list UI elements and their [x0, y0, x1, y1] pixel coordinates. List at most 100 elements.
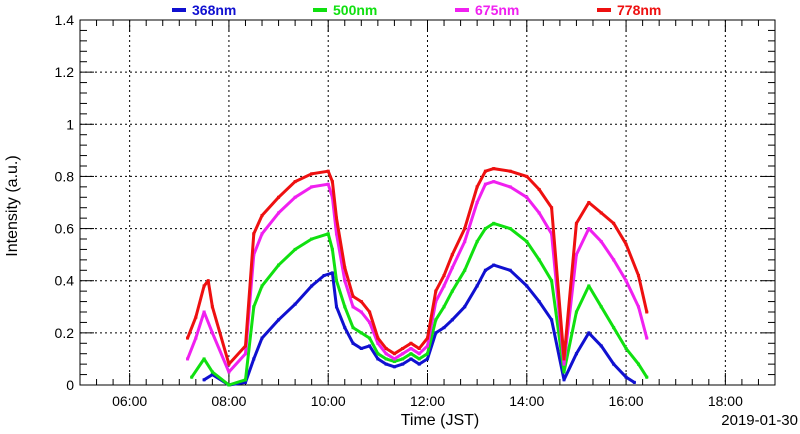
series-line	[186, 167, 649, 366]
data-point	[463, 268, 467, 272]
data-point	[475, 201, 479, 204]
data-point	[334, 216, 338, 220]
data-point	[392, 357, 396, 361]
data-point	[252, 357, 256, 361]
data-point	[343, 326, 347, 330]
data-point	[525, 284, 529, 288]
data-point	[599, 344, 603, 348]
x-tick-label: 10:00	[311, 393, 346, 409]
data-point	[401, 357, 405, 361]
data-point	[351, 294, 355, 298]
data-point	[384, 362, 388, 366]
data-point	[508, 185, 512, 189]
data-point	[376, 341, 380, 345]
x-tick-label: 16:00	[609, 393, 644, 409]
grid-lines	[80, 20, 775, 385]
data-point	[636, 305, 640, 309]
data-point	[612, 362, 616, 366]
data-point	[334, 305, 338, 309]
data-point	[326, 169, 330, 173]
data-point	[550, 318, 554, 322]
data-point	[322, 274, 326, 277]
data-point	[343, 305, 347, 309]
data-point	[537, 258, 541, 262]
data-point	[463, 305, 467, 309]
data-point	[612, 326, 616, 330]
data-point	[624, 375, 628, 379]
legend-label: 368nm	[192, 2, 236, 18]
data-point	[409, 341, 413, 345]
data-point	[537, 300, 541, 304]
data-point	[277, 211, 281, 215]
data-point	[243, 344, 247, 348]
data-point	[202, 378, 206, 382]
data-point	[508, 227, 512, 231]
data-point	[508, 169, 512, 173]
data-point	[442, 326, 446, 330]
y-tick-label: 0.6	[55, 221, 75, 237]
data-point	[483, 268, 487, 272]
data-point	[409, 357, 413, 361]
data-point	[277, 263, 281, 267]
data-point	[409, 352, 413, 356]
data-point	[310, 284, 314, 288]
data-point	[434, 331, 438, 335]
data-point	[343, 266, 347, 270]
data-point	[186, 357, 190, 361]
data-point	[525, 174, 529, 178]
data-point	[645, 336, 649, 340]
data-point	[612, 258, 616, 262]
data-point	[260, 214, 264, 218]
data-point	[483, 227, 487, 231]
data-point	[330, 271, 334, 275]
data-point	[483, 182, 487, 186]
data-point	[492, 180, 496, 184]
data-point	[645, 375, 649, 379]
data-point	[624, 279, 628, 283]
data-point	[587, 284, 591, 288]
legend: 368nm 500nm 675nm 778nm	[172, 2, 661, 18]
data-point	[463, 227, 467, 231]
data-point	[384, 357, 388, 361]
data-point	[426, 352, 429, 356]
data-point	[392, 352, 396, 356]
data-point	[202, 284, 206, 288]
data-point	[417, 362, 421, 366]
data-point	[450, 253, 454, 257]
data-point	[574, 310, 578, 314]
data-point	[463, 240, 467, 244]
legend-label: 778nm	[617, 2, 661, 18]
data-point	[310, 172, 314, 176]
data-point	[574, 253, 578, 257]
data-point	[202, 357, 206, 361]
data-point	[574, 352, 578, 356]
data-point	[368, 310, 372, 314]
data-point	[636, 274, 640, 277]
data-point	[645, 310, 649, 314]
data-point	[537, 187, 541, 191]
data-point	[483, 169, 487, 173]
data-point	[260, 284, 264, 288]
data-point	[351, 341, 355, 345]
data-point	[475, 185, 479, 189]
data-point	[492, 167, 496, 171]
data-point	[450, 266, 454, 270]
data-point	[612, 221, 616, 225]
legend-label: 500nm	[333, 2, 377, 18]
data-point	[343, 279, 347, 283]
data-point	[434, 300, 438, 304]
data-point	[330, 180, 334, 184]
series-500nm	[190, 221, 649, 387]
data-point	[492, 221, 496, 225]
y-tick-label: 0	[66, 377, 74, 393]
y-tick-label: 0.4	[55, 273, 75, 289]
data-point	[442, 284, 446, 288]
data-point	[376, 352, 380, 356]
data-point	[359, 300, 363, 304]
data-point	[227, 370, 231, 374]
x-tick-label: 12:00	[410, 393, 445, 409]
series-368nm	[202, 263, 636, 387]
data-point	[227, 362, 231, 366]
data-point	[260, 232, 264, 236]
